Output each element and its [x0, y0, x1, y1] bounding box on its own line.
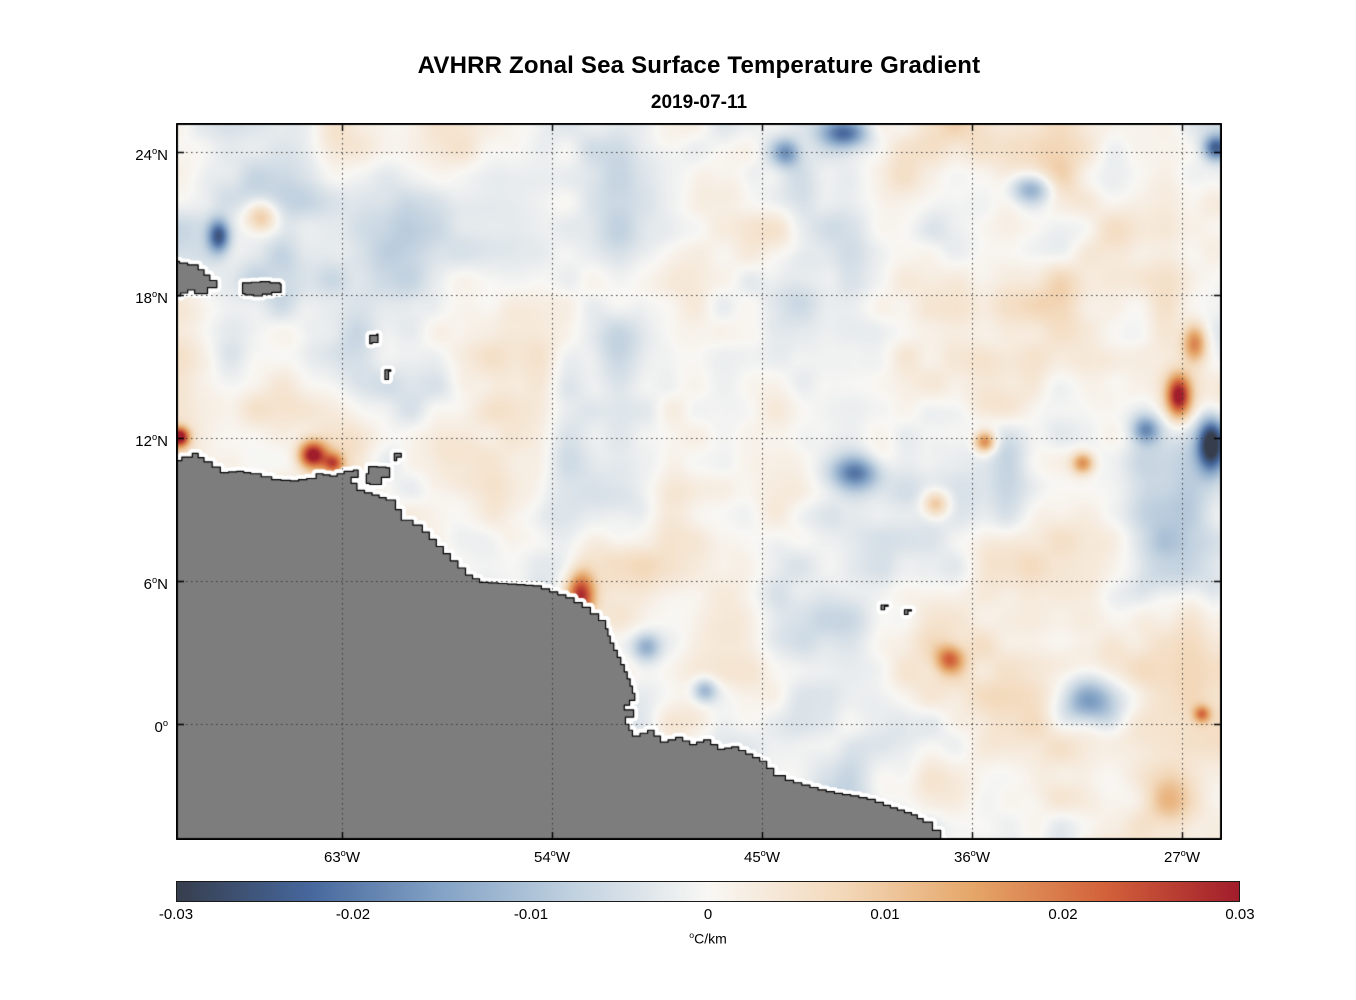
- colorbar-tick-label: 0.02: [1048, 906, 1078, 923]
- map-canvas: [176, 123, 1222, 840]
- colorbar-tick-label: -0.02: [335, 906, 371, 923]
- y-tick-label-24n: 24oN: [135, 146, 168, 164]
- colorbar-tick-label: 0: [703, 906, 713, 923]
- colorbar-gradient: [176, 881, 1240, 902]
- x-tick-label-36w: 36oW: [953, 848, 991, 866]
- y-tick-label-6n: 6oN: [143, 575, 168, 593]
- colorbar-tick-label: -0.03: [158, 906, 194, 923]
- colorbar-tick-label: -0.01: [513, 906, 549, 923]
- colorbar-tick-label: 0.03: [1225, 906, 1255, 923]
- colorbar-tick-label: 0.01: [870, 906, 900, 923]
- plot-area: [176, 123, 1222, 840]
- y-tick-label-12n: 12oN: [135, 432, 168, 450]
- x-tick-label-63w: 63oW: [323, 848, 361, 866]
- colorbar-unit-label: oC/km: [689, 930, 727, 947]
- x-tick-label-54w: 54oW: [533, 848, 571, 866]
- chart-subtitle: 2019-07-11: [650, 92, 748, 113]
- x-tick-label-45w: 45oW: [743, 848, 781, 866]
- y-tick-label-0: 0o: [154, 718, 168, 736]
- y-tick-label-18n: 18oN: [135, 289, 168, 307]
- x-tick-label-27w: 27oW: [1163, 848, 1201, 866]
- chart-title: AVHRR Zonal Sea Surface Temperature Grad…: [417, 52, 981, 79]
